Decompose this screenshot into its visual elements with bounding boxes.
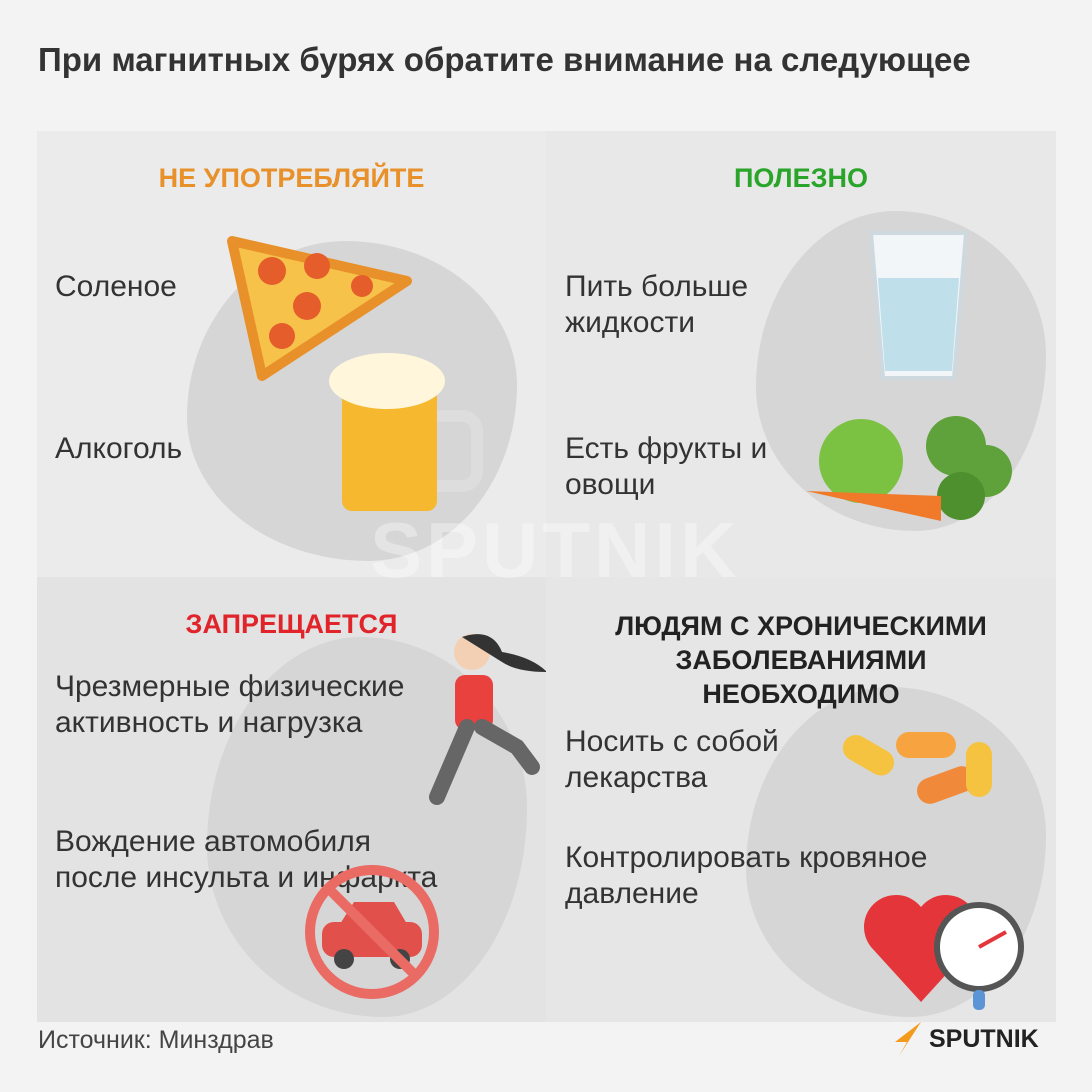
item-alcohol: Алкоголь <box>55 432 183 465</box>
panel-heading: ЛЮДЯМ С ХРОНИЧЕСКИМИ ЗАБОЛЕВАНИЯМИ НЕОБХ… <box>615 611 987 709</box>
panel-chronic-diseases: ЛЮДЯМ С ХРОНИЧЕСКИМИ ЗАБОЛЕВАНИЯМИ НЕОБХ… <box>546 577 1056 1022</box>
running-woman-icon <box>429 634 546 805</box>
panel-heading: ПОЛЕЗНО <box>733 163 869 193</box>
item-blood-pressure: Контролировать кровяное давление <box>565 841 928 910</box>
panel-useful: ПОЛЕЗНО Пить больше жидкости Есть фрукты… <box>546 131 1056 577</box>
item-salty: Соленое <box>55 270 177 303</box>
item-drink-fluids: Пить больше жидкости <box>565 270 749 339</box>
sputnik-logo: SPUTNIK <box>895 1022 1039 1056</box>
pizza-icon <box>227 236 412 381</box>
beer-mug-icon <box>329 353 483 511</box>
panel-do-not-consume: НЕ УПОТРЕБЛЯЙТЕ Соленое Алкоголь <box>37 131 546 577</box>
panel-heading: ЗАПРЕЩАЕТСЯ <box>185 609 398 639</box>
fruits-vegetables-icon <box>806 416 1012 521</box>
pills-icon <box>842 732 992 804</box>
source-text: Источник: Минздрав <box>38 1026 274 1054</box>
panel-forbidden: ЗАПРЕЩАЕТСЯ Чрезмерные физические активн… <box>37 577 546 1022</box>
item-fruits-vegetables: Есть фрукты и овощи <box>565 432 768 501</box>
heart-pressure-gauge-icon <box>863 894 1024 1010</box>
panel-heading: НЕ УПОТРЕБЛЯЙТЕ <box>158 163 425 193</box>
page-title: При магнитных бурях обратите внимание на… <box>38 41 971 78</box>
water-glass-icon <box>868 231 969 380</box>
watermark: SPUTNIK <box>370 506 741 594</box>
sputnik-logo-icon <box>895 1022 921 1056</box>
item-physical-activity: Чрезмерные физические активность и нагру… <box>55 670 405 739</box>
no-car-icon <box>305 865 439 999</box>
item-carry-medicine: Носить с собой лекарства <box>565 725 779 794</box>
logo-text: SPUTNIK <box>929 1024 1039 1053</box>
